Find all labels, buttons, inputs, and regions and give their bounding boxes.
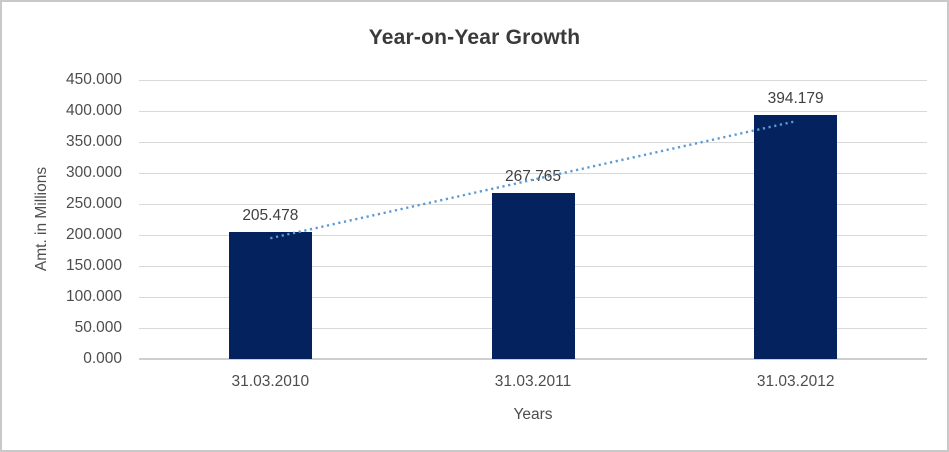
y-tick-label: 200.000 [65,226,122,243]
bar-data-label: 394.179 [767,89,824,107]
y-tick-label: 300.000 [65,164,122,181]
bar [491,192,575,359]
y-tick-label: 50.000 [74,319,122,336]
gridline [139,80,927,81]
bar [228,231,312,359]
x-tick-label: 31.03.2011 [494,373,572,390]
x-axis-line [139,358,927,360]
bar-data-label: 205.478 [242,206,299,224]
y-tick-label: 350.000 [65,133,122,150]
y-tick-label: 250.000 [65,195,122,212]
y-tick-label: 100.000 [65,288,122,305]
x-axis-title: Years [513,406,553,423]
y-axis-title: Amt. in Millions [33,166,50,272]
y-tick-label: 150.000 [65,257,122,274]
gridline [139,111,927,112]
y-tick-label: 400.000 [65,102,122,119]
bar [754,114,838,359]
x-tick-label: 31.03.2012 [756,373,835,390]
chart-title: Year-on-Year Growth [368,26,581,49]
y-tick-label: 450.000 [65,71,122,88]
x-tick-label: 31.03.2010 [231,373,310,390]
bar-data-label: 267.765 [504,167,562,185]
y-tick-label: 0.000 [83,350,122,367]
